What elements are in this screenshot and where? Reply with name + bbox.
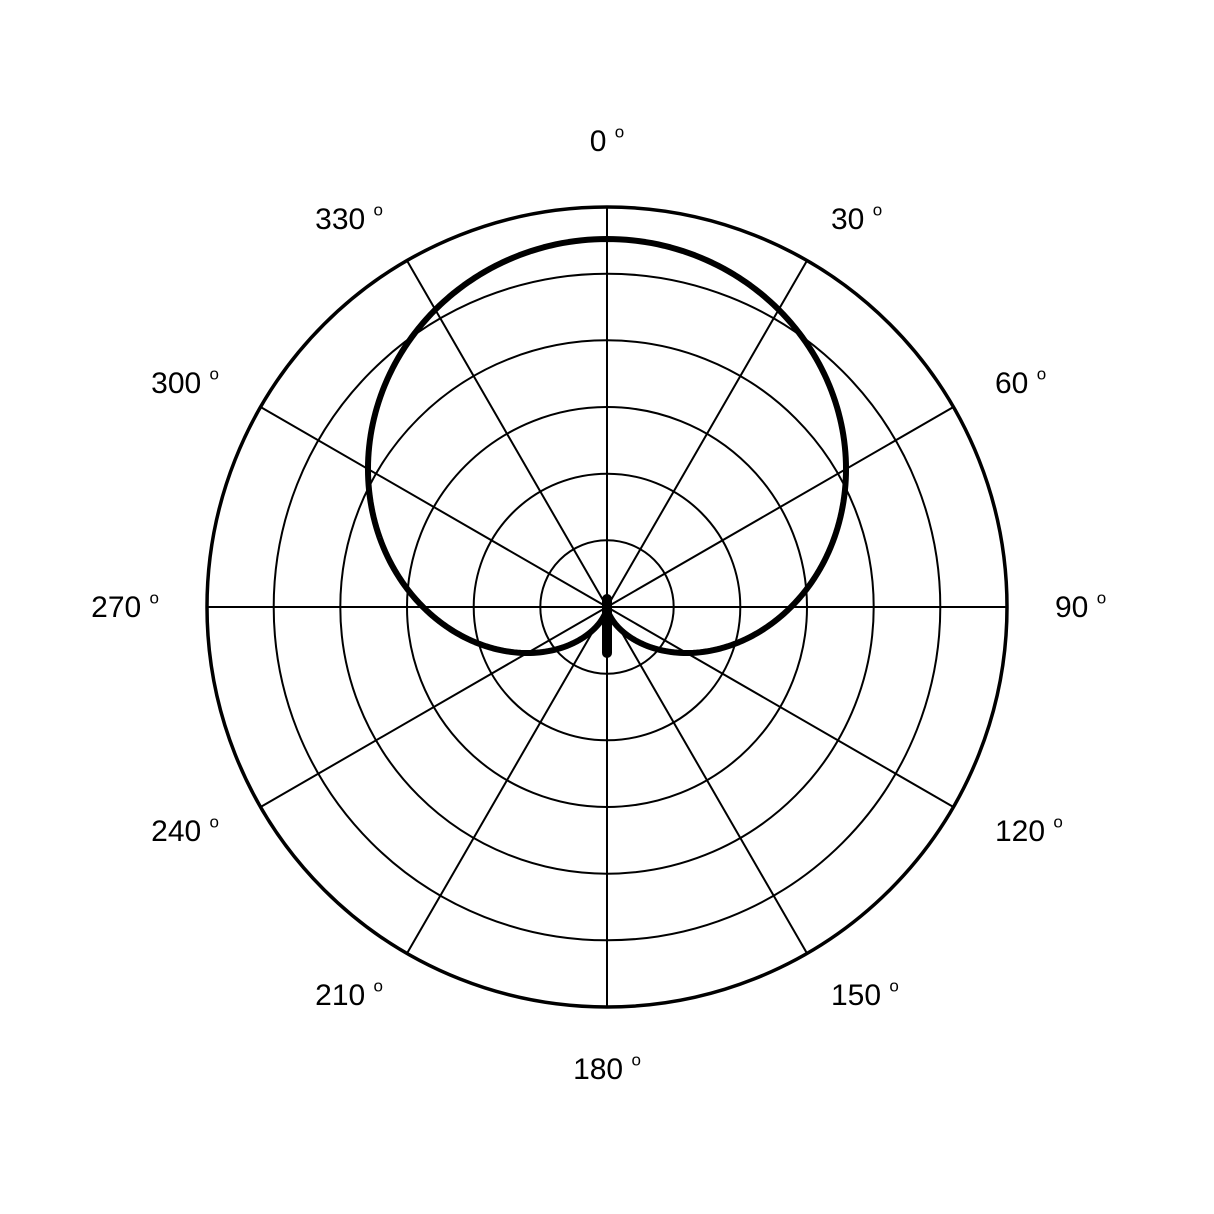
polar-grid-spoke — [607, 607, 953, 807]
angle-label: 90 o — [1055, 589, 1106, 625]
polar-grid-spoke — [607, 607, 807, 953]
angle-label: 60 o — [995, 365, 1046, 401]
angle-label: 210 o — [315, 976, 383, 1012]
angle-label: 30 o — [831, 201, 882, 237]
polar-grid-spoke — [607, 407, 953, 607]
polar-grid-spoke — [261, 407, 607, 607]
polar-grid-spoke — [607, 261, 807, 607]
angle-label: 330 o — [315, 201, 383, 237]
polar-chart: 0 o 30 o 60 o 90 o 120 o 150 o 180 o 210 o 240 o… — [0, 0, 1214, 1214]
angle-label: 270 o — [91, 589, 159, 625]
polar-grid-spoke — [261, 607, 607, 807]
angle-label: 150 o — [831, 976, 899, 1012]
angle-label: 120 o — [995, 813, 1063, 849]
angle-label: 180 o — [573, 1051, 641, 1087]
angle-label: 240 o — [151, 813, 219, 849]
polar-grid-spoke — [407, 607, 607, 953]
polar-grid-spoke — [407, 261, 607, 607]
angle-label: 0 o — [590, 123, 625, 159]
angle-label: 300 o — [151, 365, 219, 401]
